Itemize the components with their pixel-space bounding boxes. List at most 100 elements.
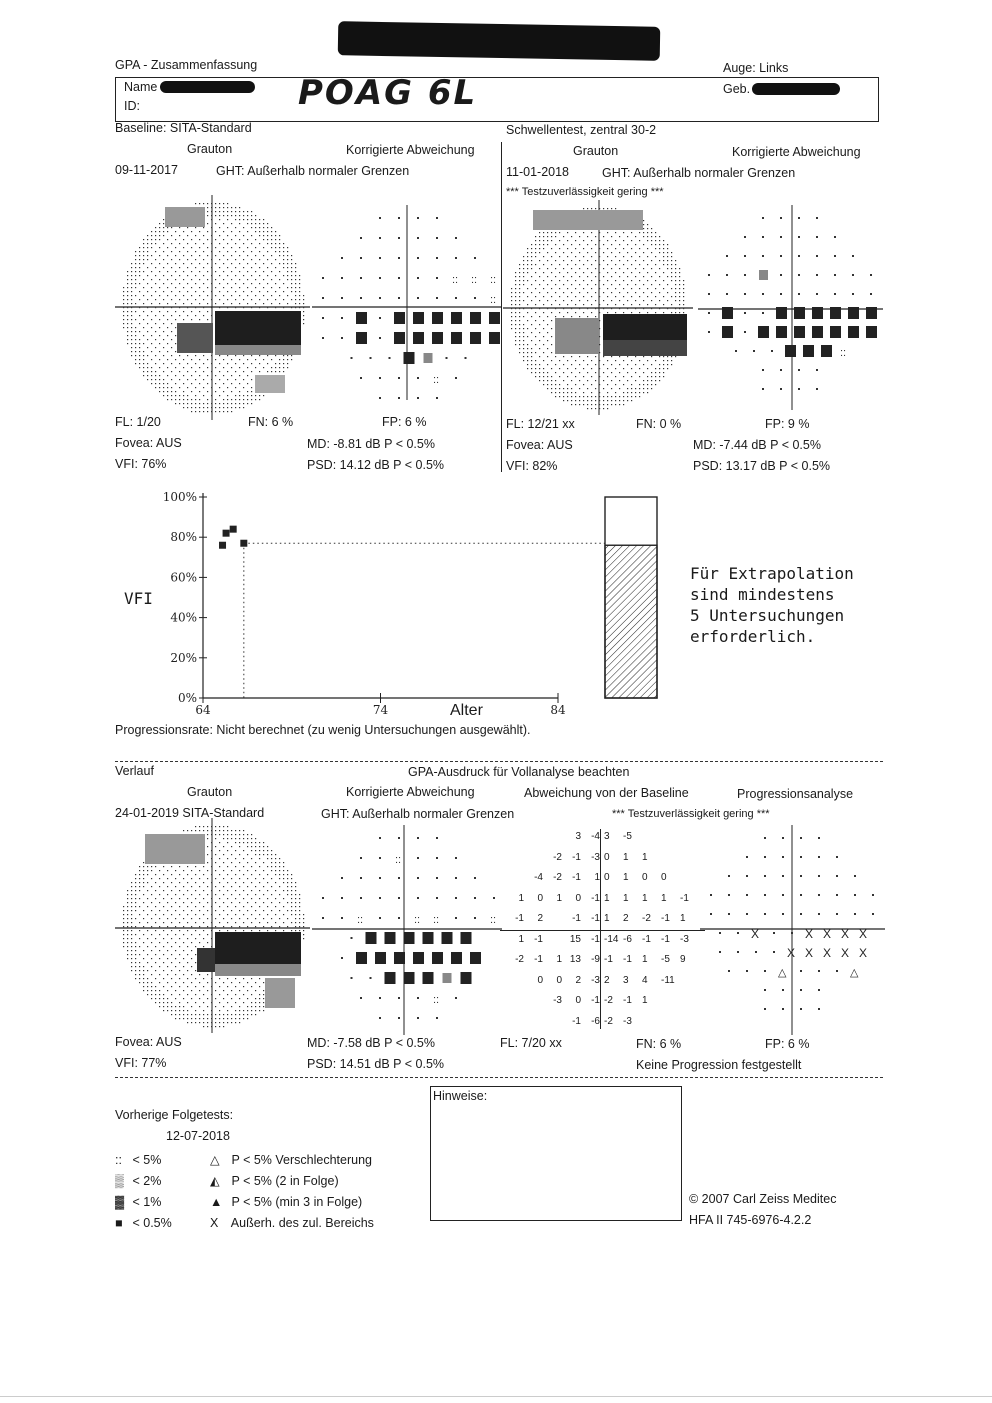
baseline-value: 1 xyxy=(623,872,629,883)
legend-symbol-deterioration: △ xyxy=(210,1153,220,1167)
exam1-greyscale-map xyxy=(115,195,310,420)
exam1-fl: FL: 1/20 xyxy=(115,415,161,429)
baseline-value: 15 xyxy=(569,933,581,945)
exam1-date: 09-11-2017 xyxy=(115,163,179,177)
verlauf-bottom-divider xyxy=(115,1077,883,1078)
baseline-value: 1 xyxy=(518,892,524,904)
baseline-value: 1 xyxy=(594,872,600,883)
exam1-fn: FN: 6 % xyxy=(248,415,294,429)
exam2-upper-patch xyxy=(533,210,643,230)
baseline-value: -3 xyxy=(680,933,689,945)
svg-text:X: X xyxy=(787,946,795,960)
verlauf-deviation-symbols: :::::::::::: xyxy=(322,837,496,1019)
exam2-fovea: Fovea: AUS xyxy=(506,438,573,452)
handwritten-diagnosis: POAG 6L xyxy=(298,73,478,113)
vfi-x-label: Alter xyxy=(450,702,483,719)
baseline-numbers-grid: -4 3 3 -5 -3 -1 -2 0 1 1 1 -1 -2 -4 0 1 0 0 -1 0 1 0 1 1 1 1 1 -1 -1… xyxy=(500,829,705,1034)
baseline-value: -1 xyxy=(591,933,600,945)
legend-item-1: ▓ < 1% xyxy=(115,1192,172,1213)
exam2-psd: PSD: 13.17 dB P < 0.5% xyxy=(693,459,831,473)
legend-symbol-05: ■ xyxy=(115,1216,123,1230)
legend-item-05: ■ < 0.5% xyxy=(115,1213,172,1234)
vfi-y-tick-label: 20% xyxy=(170,651,197,665)
exam1-ght: GHT: Außerhalb normaler Grenzen xyxy=(216,164,410,178)
vfi-y-label: VFI xyxy=(124,589,153,608)
baseline-value: 1 xyxy=(623,892,629,904)
baseline-value: 0 xyxy=(661,872,667,883)
verlauf-ght: GHT: Außerhalb normaler Grenzen xyxy=(321,807,515,821)
exam2-deviation-grid: :: xyxy=(698,205,883,410)
patient-box xyxy=(115,77,879,122)
baseline-value: -2 xyxy=(642,913,651,924)
verlauf-fovea: Fovea: AUS xyxy=(115,1035,182,1049)
baseline-horizontal-axis xyxy=(500,930,705,931)
baseline-value: 4 xyxy=(642,974,648,986)
baseline-value: -1 xyxy=(572,1015,581,1027)
prev-tests-label: Vorherige Folgetests: xyxy=(115,1108,234,1122)
baseline-value: -1 xyxy=(680,892,689,904)
verlauf-label: Verlauf xyxy=(115,764,154,778)
baseline-value: 1 xyxy=(642,995,648,1006)
vfi-data-point xyxy=(219,541,227,549)
baseline-value: 13 xyxy=(569,954,581,965)
svg-text:::: :: xyxy=(433,374,439,386)
extrapolation-line-1: Für Extrapolation xyxy=(690,564,854,583)
extrapolation-line-3: 5 Untersuchungen xyxy=(690,606,845,625)
exam1-vfi: VFI: 76% xyxy=(115,457,167,471)
legend-text-3-consecutive: P < 5% (min 3 in Folge) xyxy=(231,1195,363,1209)
exam2-fp: FP: 9 % xyxy=(765,417,810,431)
verlauf-reliability: *** Testzuverlässigkeit gering *** xyxy=(612,808,770,820)
baseline-deviation-label: Abweichung von der Baseline xyxy=(524,786,689,800)
svg-text:::: :: xyxy=(414,914,420,926)
legend-item-5: :: < 5% xyxy=(115,1150,172,1171)
exam2-ght: GHT: Außerhalb normaler Grenzen xyxy=(602,166,796,180)
baseline-value: -11 xyxy=(661,974,675,986)
exam1-grauton-label: Grauton xyxy=(187,142,233,156)
baseline-value: 0 xyxy=(642,872,648,883)
progression-grid: X X X X XX X X X X△ △ xyxy=(700,825,885,1035)
baseline-value: -1 xyxy=(515,913,524,924)
verlauf-dark-defect xyxy=(215,932,301,966)
baseline-value: 2 xyxy=(623,913,629,924)
legend-symbol-5: :: xyxy=(115,1153,122,1167)
exam1-mid-defect xyxy=(177,323,213,353)
verlauf-lower-patch xyxy=(265,978,295,1008)
verlauf-upper-patch xyxy=(145,834,205,864)
exam2-dark-defect xyxy=(603,314,687,344)
baseline-value: 0 xyxy=(604,872,610,883)
svg-text:::: :: xyxy=(490,294,496,306)
baseline-value: 3 xyxy=(623,974,629,986)
baseline-value: 0 xyxy=(604,851,610,863)
exam2-fn: FN: 0 % xyxy=(636,417,682,431)
svg-text:::: :: xyxy=(490,914,496,926)
name-label: Name xyxy=(124,80,158,94)
legend-symbol-2: ▒ xyxy=(115,1174,124,1188)
baseline-value: 1 xyxy=(680,913,686,924)
baseline-value: -14 xyxy=(604,933,619,945)
baseline-value: 2 xyxy=(604,974,610,986)
exam1-deviation-grid: :::::::::: xyxy=(312,205,502,400)
baseline-vertical-axis xyxy=(600,829,601,1029)
model-number: HFA II 745-6976-4.2.2 xyxy=(689,1213,812,1227)
legend-text-2-consecutive: P < 5% (2 in Folge) xyxy=(231,1174,339,1188)
verlauf-mid-defect xyxy=(197,948,215,972)
svg-text:X: X xyxy=(841,927,849,941)
redacted-name xyxy=(160,81,255,93)
vfi-x-tick-label: 64 xyxy=(195,703,211,717)
baseline-value: -1 xyxy=(572,913,581,924)
legend-out-of-range: X Außerh. des zul. Bereichs xyxy=(210,1213,374,1234)
baseline-value: -4 xyxy=(534,872,543,883)
svg-text:△: △ xyxy=(850,967,859,979)
redacted-birthdate xyxy=(752,83,840,95)
verlauf-field-dots xyxy=(123,826,305,1028)
baseline-value: 1 xyxy=(642,954,648,965)
legend-text-2: < 2% xyxy=(132,1174,162,1188)
svg-text:::: :: xyxy=(395,854,401,866)
vfi-y-tick-label: 80% xyxy=(170,530,197,544)
legend-text-05: < 0.5% xyxy=(132,1216,172,1230)
vfi-chart: 100% 80% 60% 40% 20% 0%64 74 84 xyxy=(163,490,658,717)
svg-text:X: X xyxy=(751,927,759,941)
baseline-value: 0 xyxy=(575,995,581,1006)
legend-symbol-out-of-range: X xyxy=(210,1216,219,1230)
extrapolation-line-4: erforderlich. xyxy=(690,627,816,646)
